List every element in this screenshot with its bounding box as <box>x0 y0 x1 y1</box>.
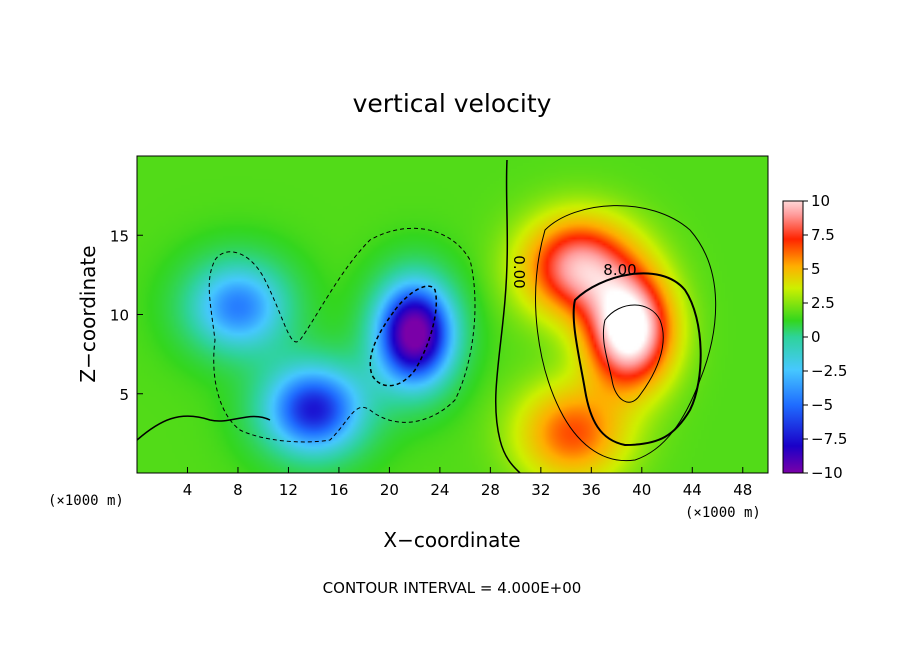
colorbar-label: −10 <box>811 464 843 482</box>
contour-positive-outer <box>535 205 717 462</box>
contour-lines <box>137 159 717 473</box>
x-tick-label: 4 <box>183 481 193 499</box>
colorbar-label: 10 <box>811 192 830 210</box>
x-unit-note-left: (×1000 m) <box>48 493 124 509</box>
y-tick-label: 15 <box>110 227 129 245</box>
chart-title: vertical velocity <box>353 89 552 118</box>
field-raster <box>137 156 768 473</box>
x-tick-label: 32 <box>531 481 550 499</box>
x-tick-label: 36 <box>582 481 601 499</box>
colorbar-label: −2.5 <box>811 362 847 380</box>
x-tick-label: 40 <box>632 481 651 499</box>
colorbar-gradient <box>782 200 804 474</box>
y-tick-label: 5 <box>119 386 129 404</box>
x-tick-label: 48 <box>733 481 752 499</box>
contour-lower-left <box>137 415 271 441</box>
y-tick-label: 10 <box>110 307 129 325</box>
colorbar: 10 7.5 5 2.5 0 −2.5 −5 −7.5 −10 <box>782 192 847 482</box>
colorbar-labels: 10 7.5 5 2.5 0 −2.5 −5 −7.5 −10 <box>803 192 847 482</box>
colorbar-label: 7.5 <box>811 226 835 244</box>
colorbar-label: −7.5 <box>811 430 847 448</box>
contour-negative-outer <box>208 227 476 443</box>
contour-label-zero: 0.00 <box>510 255 528 288</box>
x-tick-label: 28 <box>481 481 500 499</box>
x-tick-label: 12 <box>279 481 298 499</box>
y-axis-ticks: 5 10 15 <box>110 227 143 404</box>
colorbar-label: 5 <box>811 260 821 278</box>
contour-negative-inner <box>369 285 438 387</box>
x-tick-label: 24 <box>430 481 449 499</box>
contour-label-eight: 8.00 <box>603 261 636 279</box>
heatmap-field <box>137 156 768 473</box>
colorbar-label: −5 <box>811 396 833 414</box>
contour-interval-note: CONTOUR INTERVAL = 4.000E+00 <box>323 579 582 597</box>
contour-8-00 <box>572 272 702 447</box>
x-unit-note-right: (×1000 m) <box>685 505 761 521</box>
contour-zero-line <box>494 159 521 473</box>
contour-inner <box>602 304 664 403</box>
x-tick-label: 16 <box>329 481 348 499</box>
x-axis-label: X−coordinate <box>383 528 520 552</box>
colorbar-label: 2.5 <box>811 294 835 312</box>
x-tick-label: 44 <box>683 481 702 499</box>
x-tick-label: 20 <box>380 481 399 499</box>
colorbar-label: 0 <box>811 328 821 346</box>
y-axis-label: Z−coordinate <box>76 245 100 382</box>
x-tick-label: 8 <box>233 481 243 499</box>
x-axis-ticks: 4 8 12 16 20 24 28 32 36 40 44 48 <box>183 467 752 499</box>
